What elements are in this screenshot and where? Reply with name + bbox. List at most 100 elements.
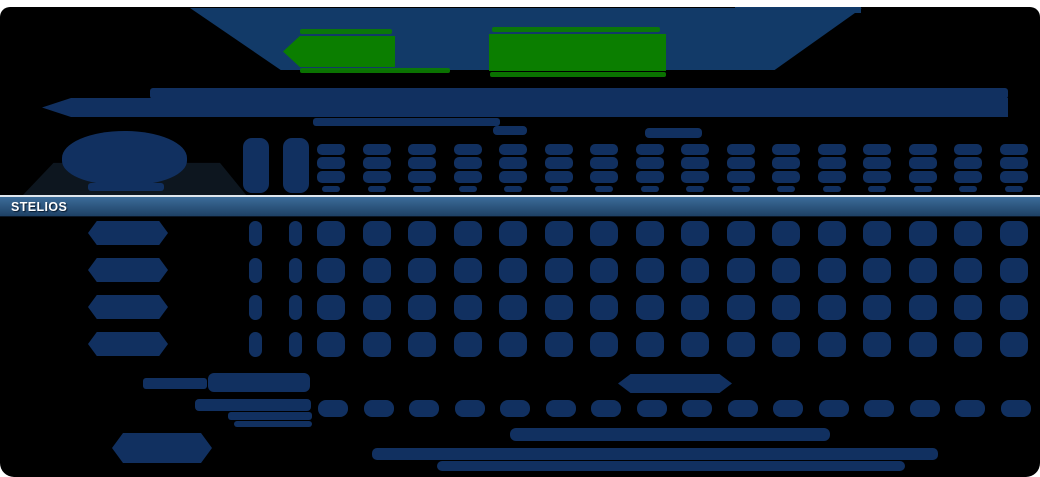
grid-cell[interactable]: [289, 221, 302, 246]
grid-cell[interactable]: [249, 221, 262, 246]
grid-cell[interactable]: [317, 295, 345, 320]
grid-cell[interactable]: [772, 332, 800, 357]
footer-pill: [636, 400, 667, 417]
grid-cell[interactable]: [863, 295, 891, 320]
grid-cell[interactable]: [772, 295, 800, 320]
grid-cell[interactable]: [408, 221, 436, 246]
column-header-footnote: [504, 186, 522, 192]
grid-cell[interactable]: [453, 332, 482, 357]
grid-cell[interactable]: [289, 332, 302, 357]
grid-cell[interactable]: [362, 295, 391, 320]
grid-cell[interactable]: [408, 332, 436, 357]
grid-cell[interactable]: [726, 295, 755, 320]
grid-cell[interactable]: [726, 221, 755, 246]
column-header[interactable]: [408, 144, 436, 155]
column-header[interactable]: [243, 138, 269, 193]
grid-cell[interactable]: [590, 295, 618, 320]
column-header[interactable]: [817, 144, 846, 155]
grid-cell[interactable]: [908, 295, 937, 320]
column-header[interactable]: [317, 144, 345, 155]
group-header-bar[interactable]: STELIOS: [0, 195, 1040, 217]
grid-cell[interactable]: [908, 258, 937, 283]
grid-cell[interactable]: [544, 258, 573, 283]
grid-cell[interactable]: [908, 221, 937, 246]
grid-cell[interactable]: [544, 221, 573, 246]
grid-cell[interactable]: [362, 258, 391, 283]
grid-cell[interactable]: [408, 258, 436, 283]
grid-cell[interactable]: [954, 258, 982, 283]
grid-cell[interactable]: [681, 295, 709, 320]
grid-cell[interactable]: [999, 258, 1028, 283]
column-header[interactable]: [908, 144, 937, 155]
grid-cell[interactable]: [817, 221, 846, 246]
grid-cell[interactable]: [249, 295, 262, 320]
column-header[interactable]: [999, 144, 1028, 155]
grid-cell[interactable]: [635, 258, 664, 283]
grid-cell[interactable]: [954, 332, 982, 357]
grid-cell[interactable]: [590, 332, 618, 357]
grid-cell[interactable]: [726, 332, 755, 357]
grid-cell[interactable]: [863, 258, 891, 283]
grid-cell[interactable]: [817, 295, 846, 320]
back-arrow-button[interactable]: [283, 36, 395, 67]
grid-cell[interactable]: [635, 295, 664, 320]
grid-cell[interactable]: [999, 295, 1028, 320]
grid-cell[interactable]: [317, 221, 345, 246]
grid-cell[interactable]: [726, 258, 755, 283]
grid-cell[interactable]: [289, 258, 302, 283]
column-header-footnote: [731, 186, 750, 192]
column-header[interactable]: [544, 144, 573, 155]
column-header-footnote: [595, 186, 613, 192]
grid-cell[interactable]: [954, 295, 982, 320]
column-header[interactable]: [772, 144, 800, 155]
grid-cell[interactable]: [499, 221, 527, 246]
grid-cell[interactable]: [499, 332, 527, 357]
footer-left-badge: [112, 433, 212, 463]
grid-cell[interactable]: [954, 221, 982, 246]
grid-cell[interactable]: [499, 258, 527, 283]
column-header[interactable]: [863, 144, 891, 155]
column-header[interactable]: [499, 144, 527, 155]
column-header[interactable]: [635, 144, 664, 155]
primary-action-button[interactable]: [489, 34, 666, 71]
grid-cell[interactable]: [453, 258, 482, 283]
grid-cell[interactable]: [249, 258, 262, 283]
column-header[interactable]: [362, 144, 391, 155]
grid-cell[interactable]: [772, 221, 800, 246]
column-header-footnote: [822, 186, 841, 192]
grid-cell[interactable]: [544, 295, 573, 320]
column-header-sub: [590, 171, 618, 183]
grid-cell[interactable]: [317, 332, 345, 357]
grid-cell[interactable]: [999, 221, 1028, 246]
column-header[interactable]: [681, 144, 709, 155]
column-header[interactable]: [954, 144, 982, 155]
grid-cell[interactable]: [681, 221, 709, 246]
grid-cell[interactable]: [635, 332, 664, 357]
grid-cell[interactable]: [362, 332, 391, 357]
grid-cell[interactable]: [635, 221, 664, 246]
grid-cell[interactable]: [817, 258, 846, 283]
grid-cell[interactable]: [453, 295, 482, 320]
grid-cell[interactable]: [681, 258, 709, 283]
grid-cell[interactable]: [817, 332, 846, 357]
column-header[interactable]: [726, 144, 755, 155]
grid-cell[interactable]: [863, 221, 891, 246]
column-header[interactable]: [453, 144, 482, 155]
column-header[interactable]: [590, 144, 618, 155]
grid-cell[interactable]: [681, 332, 709, 357]
grid-cell[interactable]: [289, 295, 302, 320]
grid-cell[interactable]: [499, 295, 527, 320]
grid-cell[interactable]: [590, 258, 618, 283]
grid-cell[interactable]: [249, 332, 262, 357]
grid-cell[interactable]: [999, 332, 1028, 357]
grid-cell[interactable]: [590, 221, 618, 246]
grid-cell[interactable]: [362, 221, 391, 246]
grid-cell[interactable]: [408, 295, 436, 320]
column-header[interactable]: [283, 138, 309, 193]
grid-cell[interactable]: [908, 332, 937, 357]
grid-cell[interactable]: [863, 332, 891, 357]
grid-cell[interactable]: [453, 221, 482, 246]
grid-cell[interactable]: [772, 258, 800, 283]
grid-cell[interactable]: [317, 258, 345, 283]
grid-cell[interactable]: [544, 332, 573, 357]
